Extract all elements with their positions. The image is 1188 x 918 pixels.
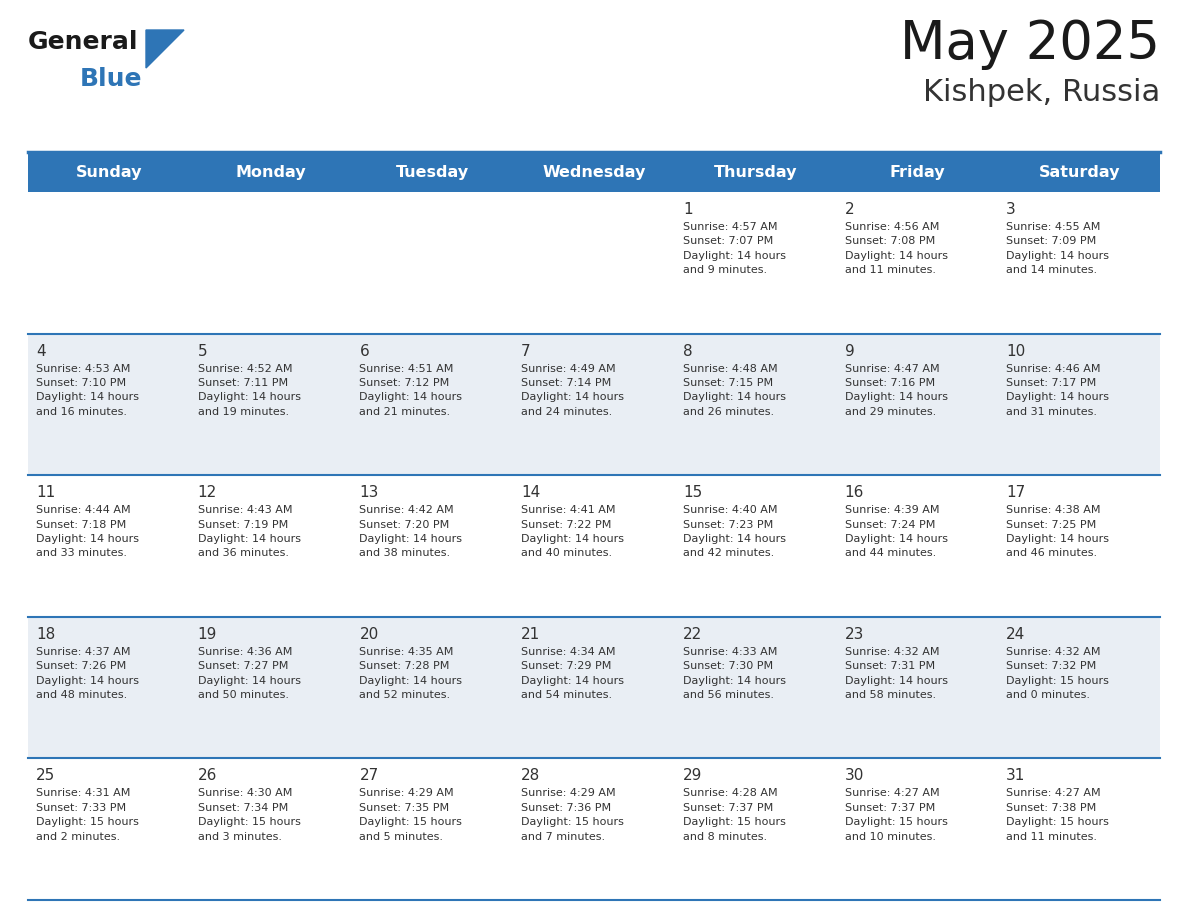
Text: 16: 16 bbox=[845, 486, 864, 500]
Polygon shape bbox=[146, 30, 184, 68]
Text: Sunrise: 4:53 AM
Sunset: 7:10 PM
Daylight: 14 hours
and 16 minutes.: Sunrise: 4:53 AM Sunset: 7:10 PM Dayligh… bbox=[36, 364, 139, 417]
Text: Sunday: Sunday bbox=[76, 164, 143, 180]
Text: Tuesday: Tuesday bbox=[396, 164, 469, 180]
Text: 11: 11 bbox=[36, 486, 56, 500]
Text: 22: 22 bbox=[683, 627, 702, 642]
Text: Sunrise: 4:37 AM
Sunset: 7:26 PM
Daylight: 14 hours
and 48 minutes.: Sunrise: 4:37 AM Sunset: 7:26 PM Dayligh… bbox=[36, 647, 139, 700]
Text: Sunrise: 4:56 AM
Sunset: 7:08 PM
Daylight: 14 hours
and 11 minutes.: Sunrise: 4:56 AM Sunset: 7:08 PM Dayligh… bbox=[845, 222, 948, 275]
Text: 18: 18 bbox=[36, 627, 56, 642]
Text: Sunrise: 4:29 AM
Sunset: 7:35 PM
Daylight: 15 hours
and 5 minutes.: Sunrise: 4:29 AM Sunset: 7:35 PM Dayligh… bbox=[360, 789, 462, 842]
Bar bbox=[29, 758, 1159, 900]
Text: Sunrise: 4:43 AM
Sunset: 7:19 PM
Daylight: 14 hours
and 36 minutes.: Sunrise: 4:43 AM Sunset: 7:19 PM Dayligh… bbox=[197, 505, 301, 558]
Text: May 2025: May 2025 bbox=[901, 18, 1159, 70]
Text: 3: 3 bbox=[1006, 202, 1016, 217]
Text: Sunrise: 4:34 AM
Sunset: 7:29 PM
Daylight: 14 hours
and 54 minutes.: Sunrise: 4:34 AM Sunset: 7:29 PM Dayligh… bbox=[522, 647, 624, 700]
Text: Saturday: Saturday bbox=[1038, 164, 1120, 180]
Text: Sunrise: 4:27 AM
Sunset: 7:37 PM
Daylight: 15 hours
and 10 minutes.: Sunrise: 4:27 AM Sunset: 7:37 PM Dayligh… bbox=[845, 789, 948, 842]
Text: Monday: Monday bbox=[235, 164, 305, 180]
Text: 25: 25 bbox=[36, 768, 56, 783]
Text: 12: 12 bbox=[197, 486, 217, 500]
Text: 26: 26 bbox=[197, 768, 217, 783]
Text: 8: 8 bbox=[683, 343, 693, 359]
Text: Sunrise: 4:47 AM
Sunset: 7:16 PM
Daylight: 14 hours
and 29 minutes.: Sunrise: 4:47 AM Sunset: 7:16 PM Dayligh… bbox=[845, 364, 948, 417]
Text: Thursday: Thursday bbox=[714, 164, 797, 180]
Text: Sunrise: 4:30 AM
Sunset: 7:34 PM
Daylight: 15 hours
and 3 minutes.: Sunrise: 4:30 AM Sunset: 7:34 PM Dayligh… bbox=[197, 789, 301, 842]
Text: 9: 9 bbox=[845, 343, 854, 359]
Text: Sunrise: 4:41 AM
Sunset: 7:22 PM
Daylight: 14 hours
and 40 minutes.: Sunrise: 4:41 AM Sunset: 7:22 PM Dayligh… bbox=[522, 505, 624, 558]
Text: Sunrise: 4:36 AM
Sunset: 7:27 PM
Daylight: 14 hours
and 50 minutes.: Sunrise: 4:36 AM Sunset: 7:27 PM Dayligh… bbox=[197, 647, 301, 700]
Text: Sunrise: 4:38 AM
Sunset: 7:25 PM
Daylight: 14 hours
and 46 minutes.: Sunrise: 4:38 AM Sunset: 7:25 PM Dayligh… bbox=[1006, 505, 1110, 558]
Text: 28: 28 bbox=[522, 768, 541, 783]
Text: Sunrise: 4:27 AM
Sunset: 7:38 PM
Daylight: 15 hours
and 11 minutes.: Sunrise: 4:27 AM Sunset: 7:38 PM Dayligh… bbox=[1006, 789, 1110, 842]
Text: Sunrise: 4:32 AM
Sunset: 7:31 PM
Daylight: 14 hours
and 58 minutes.: Sunrise: 4:32 AM Sunset: 7:31 PM Dayligh… bbox=[845, 647, 948, 700]
Text: 17: 17 bbox=[1006, 486, 1025, 500]
Text: 13: 13 bbox=[360, 486, 379, 500]
Text: 7: 7 bbox=[522, 343, 531, 359]
Text: Sunrise: 4:57 AM
Sunset: 7:07 PM
Daylight: 14 hours
and 9 minutes.: Sunrise: 4:57 AM Sunset: 7:07 PM Dayligh… bbox=[683, 222, 785, 275]
Text: 14: 14 bbox=[522, 486, 541, 500]
Bar bbox=[29, 476, 1159, 617]
Text: 27: 27 bbox=[360, 768, 379, 783]
Text: Sunrise: 4:39 AM
Sunset: 7:24 PM
Daylight: 14 hours
and 44 minutes.: Sunrise: 4:39 AM Sunset: 7:24 PM Dayligh… bbox=[845, 505, 948, 558]
Text: 10: 10 bbox=[1006, 343, 1025, 359]
Text: Kishpek, Russia: Kishpek, Russia bbox=[923, 78, 1159, 107]
Text: 20: 20 bbox=[360, 627, 379, 642]
Bar bbox=[29, 152, 1159, 192]
Text: Sunrise: 4:40 AM
Sunset: 7:23 PM
Daylight: 14 hours
and 42 minutes.: Sunrise: 4:40 AM Sunset: 7:23 PM Dayligh… bbox=[683, 505, 785, 558]
Text: 23: 23 bbox=[845, 627, 864, 642]
Text: Sunrise: 4:51 AM
Sunset: 7:12 PM
Daylight: 14 hours
and 21 minutes.: Sunrise: 4:51 AM Sunset: 7:12 PM Dayligh… bbox=[360, 364, 462, 417]
Text: 1: 1 bbox=[683, 202, 693, 217]
Text: 5: 5 bbox=[197, 343, 208, 359]
Text: Sunrise: 4:29 AM
Sunset: 7:36 PM
Daylight: 15 hours
and 7 minutes.: Sunrise: 4:29 AM Sunset: 7:36 PM Dayligh… bbox=[522, 789, 624, 842]
Text: Sunrise: 4:49 AM
Sunset: 7:14 PM
Daylight: 14 hours
and 24 minutes.: Sunrise: 4:49 AM Sunset: 7:14 PM Dayligh… bbox=[522, 364, 624, 417]
Bar bbox=[29, 617, 1159, 758]
Text: Sunrise: 4:55 AM
Sunset: 7:09 PM
Daylight: 14 hours
and 14 minutes.: Sunrise: 4:55 AM Sunset: 7:09 PM Dayligh… bbox=[1006, 222, 1110, 275]
Text: Sunrise: 4:44 AM
Sunset: 7:18 PM
Daylight: 14 hours
and 33 minutes.: Sunrise: 4:44 AM Sunset: 7:18 PM Dayligh… bbox=[36, 505, 139, 558]
Text: 6: 6 bbox=[360, 343, 369, 359]
Text: 19: 19 bbox=[197, 627, 217, 642]
Text: Sunrise: 4:33 AM
Sunset: 7:30 PM
Daylight: 14 hours
and 56 minutes.: Sunrise: 4:33 AM Sunset: 7:30 PM Dayligh… bbox=[683, 647, 785, 700]
Text: Sunrise: 4:52 AM
Sunset: 7:11 PM
Daylight: 14 hours
and 19 minutes.: Sunrise: 4:52 AM Sunset: 7:11 PM Dayligh… bbox=[197, 364, 301, 417]
Text: 29: 29 bbox=[683, 768, 702, 783]
Text: Sunrise: 4:31 AM
Sunset: 7:33 PM
Daylight: 15 hours
and 2 minutes.: Sunrise: 4:31 AM Sunset: 7:33 PM Dayligh… bbox=[36, 789, 139, 842]
Text: Sunrise: 4:32 AM
Sunset: 7:32 PM
Daylight: 15 hours
and 0 minutes.: Sunrise: 4:32 AM Sunset: 7:32 PM Dayligh… bbox=[1006, 647, 1110, 700]
Text: 2: 2 bbox=[845, 202, 854, 217]
Text: Friday: Friday bbox=[890, 164, 946, 180]
Text: Sunrise: 4:35 AM
Sunset: 7:28 PM
Daylight: 14 hours
and 52 minutes.: Sunrise: 4:35 AM Sunset: 7:28 PM Dayligh… bbox=[360, 647, 462, 700]
Text: 31: 31 bbox=[1006, 768, 1025, 783]
Text: Sunrise: 4:48 AM
Sunset: 7:15 PM
Daylight: 14 hours
and 26 minutes.: Sunrise: 4:48 AM Sunset: 7:15 PM Dayligh… bbox=[683, 364, 785, 417]
Text: Sunrise: 4:42 AM
Sunset: 7:20 PM
Daylight: 14 hours
and 38 minutes.: Sunrise: 4:42 AM Sunset: 7:20 PM Dayligh… bbox=[360, 505, 462, 558]
Text: General: General bbox=[29, 30, 139, 54]
Text: 4: 4 bbox=[36, 343, 45, 359]
Bar bbox=[29, 192, 1159, 333]
Text: Wednesday: Wednesday bbox=[542, 164, 646, 180]
Bar bbox=[29, 333, 1159, 476]
Text: 24: 24 bbox=[1006, 627, 1025, 642]
Text: 30: 30 bbox=[845, 768, 864, 783]
Text: Blue: Blue bbox=[80, 67, 143, 91]
Text: Sunrise: 4:46 AM
Sunset: 7:17 PM
Daylight: 14 hours
and 31 minutes.: Sunrise: 4:46 AM Sunset: 7:17 PM Dayligh… bbox=[1006, 364, 1110, 417]
Text: Sunrise: 4:28 AM
Sunset: 7:37 PM
Daylight: 15 hours
and 8 minutes.: Sunrise: 4:28 AM Sunset: 7:37 PM Dayligh… bbox=[683, 789, 785, 842]
Text: 15: 15 bbox=[683, 486, 702, 500]
Text: 21: 21 bbox=[522, 627, 541, 642]
